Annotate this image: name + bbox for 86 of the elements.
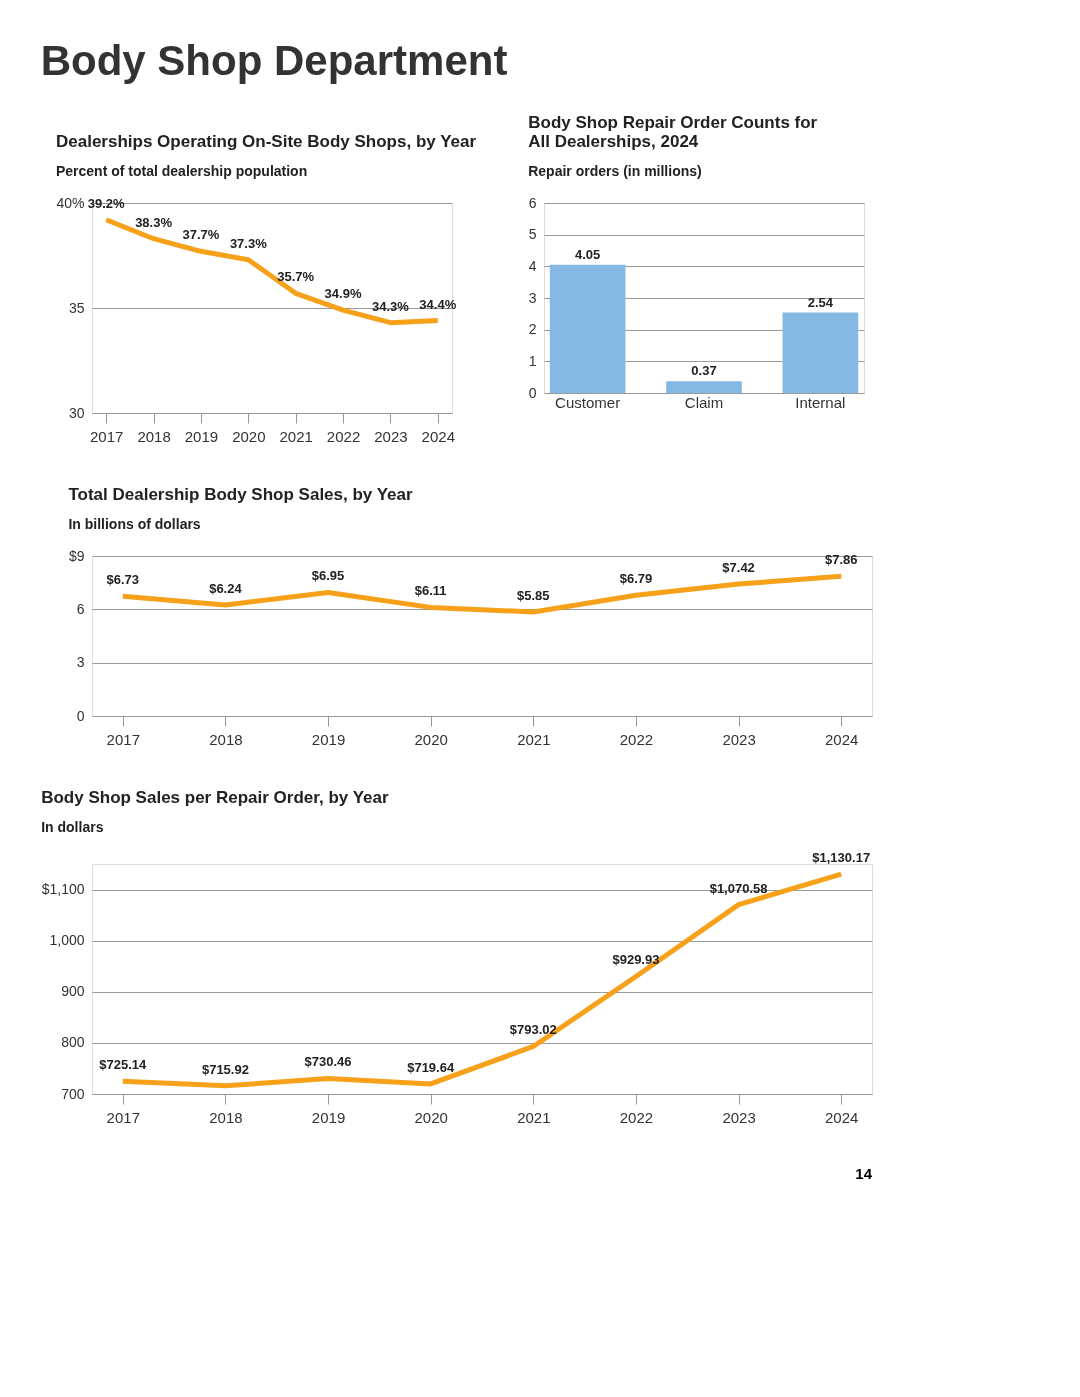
y-tick-label: 3 bbox=[528, 289, 537, 306]
y-tick-label: $1,100 bbox=[41, 881, 85, 898]
x-tick-label: 2023 bbox=[722, 730, 756, 748]
data-label: 34.9% bbox=[324, 286, 362, 302]
data-label: $7.86 bbox=[824, 552, 858, 568]
text: 14 bbox=[855, 1165, 873, 1182]
chart-title: Body Shop Sales per Repair Order, by Year bbox=[41, 788, 389, 808]
data-label: 2.54 bbox=[807, 294, 834, 310]
chart-subtitle: In dollars bbox=[41, 819, 104, 836]
data-label: 34.4% bbox=[419, 296, 457, 312]
data-label: $6.73 bbox=[106, 572, 140, 588]
x-tick-label: 2020 bbox=[414, 1108, 448, 1126]
data-label: $719.64 bbox=[407, 1059, 455, 1075]
x-tick-label: Internal bbox=[795, 393, 846, 411]
y-tick-label: $9 bbox=[68, 547, 85, 564]
y-tick-label: 5 bbox=[528, 226, 537, 243]
y-tick-label: 800 bbox=[61, 1034, 85, 1051]
x-tick-label: 2018 bbox=[137, 427, 171, 445]
x-tick-label: 2017 bbox=[106, 730, 140, 748]
text: Body Shop Department bbox=[40, 36, 508, 84]
x-tick-label: 2022 bbox=[326, 427, 361, 445]
x-tick-label: Customer bbox=[555, 393, 621, 411]
data-label: 39.2% bbox=[87, 195, 126, 211]
chart-title: Body Shop Repair Order Counts for All Dealerships, 2024 bbox=[528, 113, 818, 151]
bar bbox=[549, 264, 626, 393]
y-tick-label: 30 bbox=[68, 404, 85, 421]
y-tick-label: 0 bbox=[528, 384, 537, 401]
bar bbox=[666, 381, 742, 393]
y-tick-label: 4 bbox=[528, 257, 537, 274]
x-tick-label: 2020 bbox=[414, 730, 448, 748]
chart-subtitle: Percent of total dealership population bbox=[55, 163, 308, 179]
chart-title: Total Dealership Body Shop Sales, by Year bbox=[68, 485, 414, 504]
x-tick-label: 2022 bbox=[619, 730, 654, 748]
data-label: $715.92 bbox=[201, 1061, 249, 1077]
x-tick-label: 2022 bbox=[619, 1108, 654, 1126]
data-label: $1,070.58 bbox=[709, 880, 768, 896]
x-tick-label: 2024 bbox=[421, 427, 455, 445]
x-tick-label: 2023 bbox=[374, 427, 408, 445]
data-label: $6.11 bbox=[414, 583, 447, 599]
data-label: $725.14 bbox=[99, 1057, 148, 1073]
y-tick-label: 900 bbox=[61, 983, 85, 1000]
x-tick-label: 2023 bbox=[722, 1108, 756, 1126]
y-tick-label: 35 bbox=[68, 299, 85, 316]
data-label: $5.85 bbox=[517, 588, 550, 603]
data-label: 4.05 bbox=[574, 246, 601, 262]
x-tick-label: 2024 bbox=[825, 730, 859, 748]
x-tick-label: 2017 bbox=[106, 1108, 140, 1126]
x-tick-label: Claim bbox=[684, 393, 724, 411]
x-tick-label: 2018 bbox=[209, 730, 243, 748]
data-label: $6.95 bbox=[311, 568, 345, 584]
x-tick-label: 2019 bbox=[311, 730, 346, 748]
x-tick-label: 2019 bbox=[311, 1108, 346, 1126]
x-tick-label: 2021 bbox=[517, 1108, 551, 1126]
data-label: 34.3% bbox=[371, 298, 410, 314]
data-label: $730.46 bbox=[304, 1054, 352, 1070]
data-label: 0.37 bbox=[691, 363, 717, 379]
x-tick-label: 2020 bbox=[232, 427, 266, 445]
y-tick-label: 6 bbox=[76, 600, 85, 617]
data-label: 37.7% bbox=[182, 227, 220, 243]
data-label: $7.42 bbox=[722, 560, 755, 576]
data-label: $6.79 bbox=[619, 571, 653, 587]
x-tick-label: 2021 bbox=[279, 427, 313, 445]
y-tick-label: 3 bbox=[76, 654, 85, 671]
y-tick-label: 40% bbox=[56, 194, 85, 211]
bar bbox=[782, 312, 859, 393]
chart-subtitle: In billions of dollars bbox=[68, 516, 201, 532]
y-tick-label: 0 bbox=[76, 707, 85, 724]
x-tick-label: 2017 bbox=[90, 427, 124, 445]
y-tick-label: 1 bbox=[528, 352, 537, 369]
data-label: $793.02 bbox=[509, 1022, 557, 1038]
data-label: $1,130.17 bbox=[812, 850, 871, 866]
chart-title: Dealerships Operating On-Site Body Shops, by Year bbox=[55, 132, 477, 151]
data-label: $929.93 bbox=[612, 952, 660, 968]
y-tick-label: 6 bbox=[528, 194, 537, 211]
data-label: $6.24 bbox=[209, 581, 243, 597]
y-tick-label: 700 bbox=[61, 1085, 85, 1102]
x-tick-label: 2024 bbox=[825, 1108, 859, 1126]
y-tick-label: 2 bbox=[528, 321, 537, 338]
chart-subtitle: Repair orders (in millions) bbox=[528, 163, 702, 179]
data-label: 37.3% bbox=[229, 235, 268, 251]
x-tick-label: 2021 bbox=[517, 730, 551, 748]
data-label: 35.7% bbox=[277, 269, 315, 285]
x-tick-label: 2019 bbox=[184, 427, 219, 445]
x-tick-label: 2018 bbox=[209, 1108, 243, 1126]
data-label: 38.3% bbox=[135, 214, 173, 230]
y-tick-label: 1,000 bbox=[49, 932, 85, 949]
